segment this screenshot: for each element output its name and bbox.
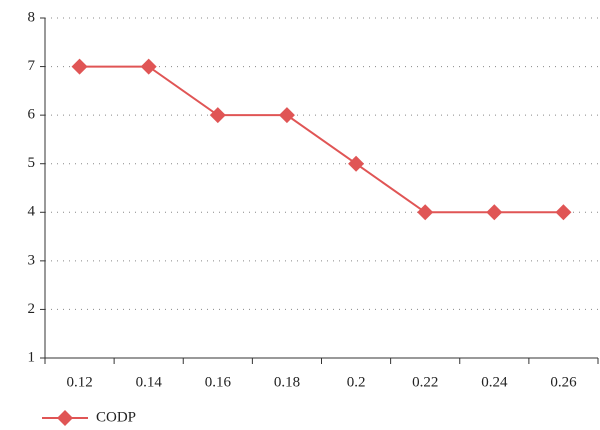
- point-marker: [486, 204, 503, 221]
- x-tick-label: 0.18: [274, 374, 300, 390]
- legend-label: CODP: [96, 409, 136, 425]
- legend-marker: [57, 410, 73, 426]
- point-marker: [348, 155, 365, 172]
- x-tick-label: 0.14: [136, 374, 163, 390]
- x-tick-label: 0.12: [66, 374, 92, 390]
- x-tick-label: 0.26: [550, 374, 577, 390]
- point-marker: [555, 204, 572, 221]
- point-marker: [140, 58, 157, 75]
- x-tick-label: 0.24: [481, 374, 508, 390]
- point-marker: [278, 107, 295, 124]
- y-tick-label: 4: [28, 204, 36, 220]
- y-tick-label: 8: [28, 9, 36, 25]
- series-line: [79, 65, 564, 214]
- y-tick-label: 6: [28, 107, 36, 123]
- y-tick-label: 2: [28, 301, 36, 317]
- x-tick-label: 0.22: [412, 374, 438, 390]
- y-tick-label: 3: [28, 252, 36, 268]
- point-marker: [71, 58, 88, 75]
- y-tick-label: 1: [28, 349, 36, 365]
- point-marker: [209, 107, 226, 124]
- y-tick-label: 7: [28, 58, 36, 74]
- x-tick-label: 0.2: [347, 374, 366, 390]
- x-tick-label: 0.16: [205, 374, 232, 390]
- point-marker: [417, 204, 434, 221]
- y-tick-label: 5: [28, 155, 36, 171]
